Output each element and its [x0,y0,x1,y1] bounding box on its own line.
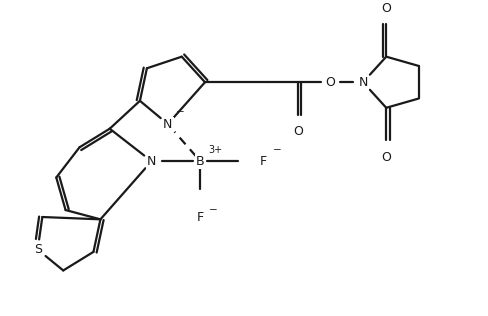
Text: −: − [208,205,217,216]
Text: O: O [381,2,390,15]
Text: −: − [272,145,281,155]
Text: O: O [381,150,390,164]
Text: 3+: 3+ [208,145,222,155]
Text: B: B [196,155,204,168]
Text: N: N [358,76,367,89]
Text: N: N [146,155,156,168]
Text: N: N [163,118,172,131]
Text: F: F [196,211,203,224]
Text: −: − [176,107,184,117]
Text: S: S [34,243,41,256]
Text: F: F [259,155,266,168]
Text: O: O [292,125,302,138]
Text: O: O [325,76,335,89]
